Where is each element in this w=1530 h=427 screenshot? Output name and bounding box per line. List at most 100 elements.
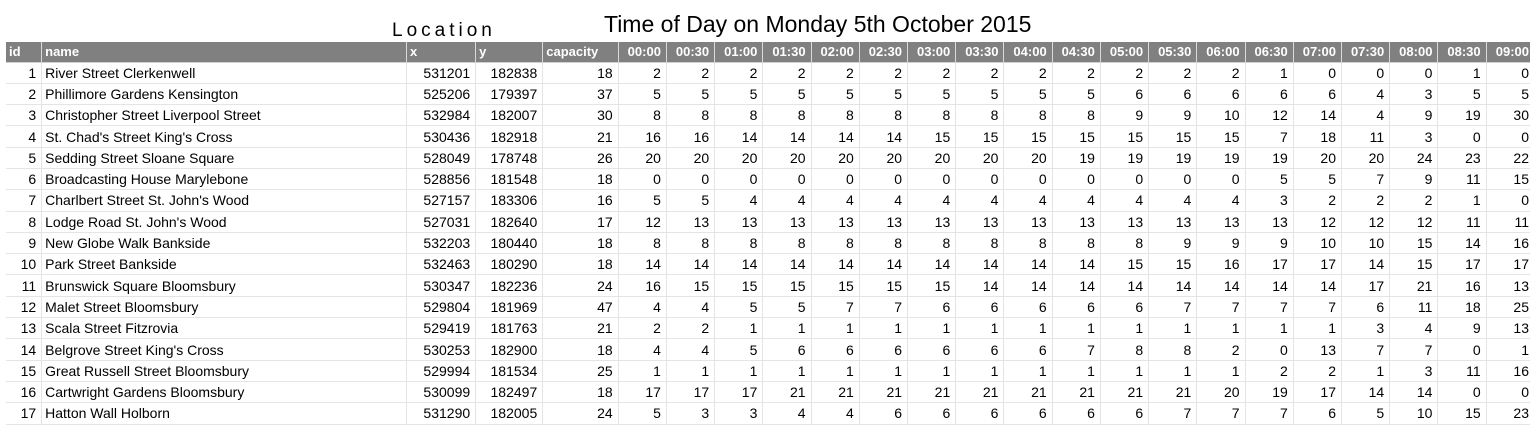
cell-time-value[interactable]: 0 xyxy=(1003,168,1053,191)
cell-time-value[interactable]: 14 xyxy=(1003,274,1053,297)
cell-time-value[interactable]: 20 xyxy=(1341,147,1391,169)
column-header-05-00[interactable]: 05:00 xyxy=(1100,42,1150,63)
cell-time-value[interactable]: 2 xyxy=(1245,360,1294,382)
cell-time-value[interactable]: 6 xyxy=(859,338,909,361)
cell-time-value[interactable]: 6 xyxy=(1341,296,1391,319)
cell-time-value[interactable]: 9 xyxy=(1389,104,1439,127)
cell-capacity[interactable]: 18 xyxy=(542,338,619,361)
cell-capacity[interactable]: 21 xyxy=(542,125,619,148)
cell-time-value[interactable]: 6 xyxy=(955,402,1005,425)
cell-time-value[interactable]: 1 xyxy=(1052,317,1101,340)
cell-time-value[interactable]: 5 xyxy=(762,83,812,106)
cell-time-value[interactable]: 4 xyxy=(1100,189,1150,212)
cell-time-value[interactable]: 10 xyxy=(1293,232,1342,255)
cell-time-value[interactable]: 14 xyxy=(666,253,716,276)
cell-time-value[interactable]: 2 xyxy=(1196,338,1246,361)
cell-capacity[interactable]: 24 xyxy=(542,274,619,297)
cell-time-value[interactable]: 1 xyxy=(1196,317,1246,340)
cell-time-value[interactable]: 5 xyxy=(1486,83,1530,106)
cell-time-value[interactable]: 0 xyxy=(666,168,716,191)
cell-time-value[interactable]: 14 xyxy=(1389,381,1439,404)
cell-time-value[interactable]: 9 xyxy=(1389,168,1439,191)
cell-time-value[interactable]: 8 xyxy=(859,104,909,127)
cell-time-value[interactable]: 5 xyxy=(618,189,667,212)
cell-time-value[interactable]: 1 xyxy=(1148,360,1198,382)
cell-time-value[interactable]: 1 xyxy=(955,360,1005,382)
cell-time-value[interactable]: 1 xyxy=(714,360,764,382)
cell-time-value[interactable]: 2 xyxy=(1148,62,1198,84)
cell-x[interactable]: 532984 xyxy=(406,104,477,127)
cell-time-value[interactable]: 5 xyxy=(859,83,909,106)
cell-time-value[interactable]: 8 xyxy=(1052,104,1101,127)
cell-time-value[interactable]: 6 xyxy=(1245,83,1294,106)
cell-time-value[interactable]: 2 xyxy=(955,62,1005,84)
cell-x[interactable]: 532463 xyxy=(406,253,477,276)
cell-time-value[interactable]: 2 xyxy=(666,62,716,84)
cell-time-value[interactable]: 5 xyxy=(955,83,1005,106)
cell-time-value[interactable]: 1 xyxy=(1437,62,1487,84)
cell-time-value[interactable]: 6 xyxy=(1148,83,1198,106)
cell-y[interactable]: 183306 xyxy=(475,189,544,212)
cell-time-value[interactable]: 22 xyxy=(1486,147,1530,169)
cell-time-value[interactable]: 4 xyxy=(762,402,812,425)
cell-time-value[interactable]: 14 xyxy=(1148,274,1198,297)
cell-time-value[interactable]: 4 xyxy=(811,402,860,425)
cell-time-value[interactable]: 0 xyxy=(762,168,812,191)
cell-time-value[interactable]: 13 xyxy=(907,211,957,233)
cell-time-value[interactable]: 4 xyxy=(1003,189,1053,212)
cell-time-value[interactable]: 14 xyxy=(859,125,909,148)
cell-time-value[interactable]: 6 xyxy=(1196,83,1246,106)
cell-capacity[interactable]: 18 xyxy=(542,168,619,191)
column-header-x[interactable]: x xyxy=(406,42,477,63)
cell-time-value[interactable]: 1 xyxy=(1196,360,1246,382)
cell-id[interactable]: 1 xyxy=(6,62,43,84)
cell-time-value[interactable]: 15 xyxy=(907,274,957,297)
cell-capacity[interactable]: 16 xyxy=(542,189,619,212)
cell-time-value[interactable]: 4 xyxy=(811,189,860,212)
cell-time-value[interactable]: 14 xyxy=(1196,274,1246,297)
cell-time-value[interactable]: 1 xyxy=(955,317,1005,340)
cell-time-value[interactable]: 0 xyxy=(1245,338,1294,361)
cell-capacity[interactable]: 21 xyxy=(542,317,619,340)
cell-y[interactable]: 179397 xyxy=(475,83,544,106)
cell-time-value[interactable]: 15 xyxy=(714,274,764,297)
cell-time-value[interactable]: 1 xyxy=(1052,360,1101,382)
cell-time-value[interactable]: 4 xyxy=(618,296,667,319)
cell-time-value[interactable]: 7 xyxy=(859,296,909,319)
cell-time-value[interactable]: 5 xyxy=(907,83,957,106)
cell-capacity[interactable]: 18 xyxy=(542,62,619,84)
cell-time-value[interactable]: 14 xyxy=(1437,232,1487,255)
cell-time-value[interactable]: 20 xyxy=(907,147,957,169)
cell-time-value[interactable]: 8 xyxy=(1052,232,1101,255)
cell-time-value[interactable]: 1 xyxy=(1245,317,1294,340)
cell-time-value[interactable]: 8 xyxy=(811,104,860,127)
cell-time-value[interactable]: 8 xyxy=(618,232,667,255)
cell-name[interactable]: New Globe Walk Bankside xyxy=(41,232,407,255)
cell-time-value[interactable]: 5 xyxy=(618,402,667,425)
cell-capacity[interactable]: 30 xyxy=(542,104,619,127)
cell-name[interactable]: Park Street Bankside xyxy=(41,253,407,276)
cell-time-value[interactable]: 8 xyxy=(1100,232,1150,255)
cell-time-value[interactable]: 2 xyxy=(1341,189,1391,212)
cell-time-value[interactable]: 9 xyxy=(1100,104,1150,127)
cell-time-value[interactable]: 3 xyxy=(1245,189,1294,212)
cell-x[interactable]: 531201 xyxy=(406,62,477,84)
cell-time-value[interactable]: 2 xyxy=(618,62,667,84)
cell-time-value[interactable]: 0 xyxy=(1437,381,1487,404)
cell-y[interactable]: 181969 xyxy=(475,296,544,319)
cell-time-value[interactable]: 4 xyxy=(666,296,716,319)
cell-x[interactable]: 530436 xyxy=(406,125,477,148)
cell-x[interactable]: 530347 xyxy=(406,274,477,297)
cell-time-value[interactable]: 8 xyxy=(955,232,1005,255)
cell-name[interactable]: Phillimore Gardens Kensington xyxy=(41,83,407,106)
cell-time-value[interactable]: 0 xyxy=(859,168,909,191)
column-header-08-00[interactable]: 08:00 xyxy=(1389,42,1439,63)
cell-time-value[interactable]: 17 xyxy=(666,381,716,404)
cell-time-value[interactable]: 8 xyxy=(1148,338,1198,361)
cell-time-value[interactable]: 1 xyxy=(714,317,764,340)
cell-time-value[interactable]: 4 xyxy=(1148,189,1198,212)
cell-time-value[interactable]: 2 xyxy=(1003,62,1053,84)
cell-time-value[interactable]: 5 xyxy=(1437,83,1487,106)
column-header-09-00[interactable]: 09:00 xyxy=(1486,42,1530,63)
cell-time-value[interactable]: 11 xyxy=(1341,125,1391,148)
